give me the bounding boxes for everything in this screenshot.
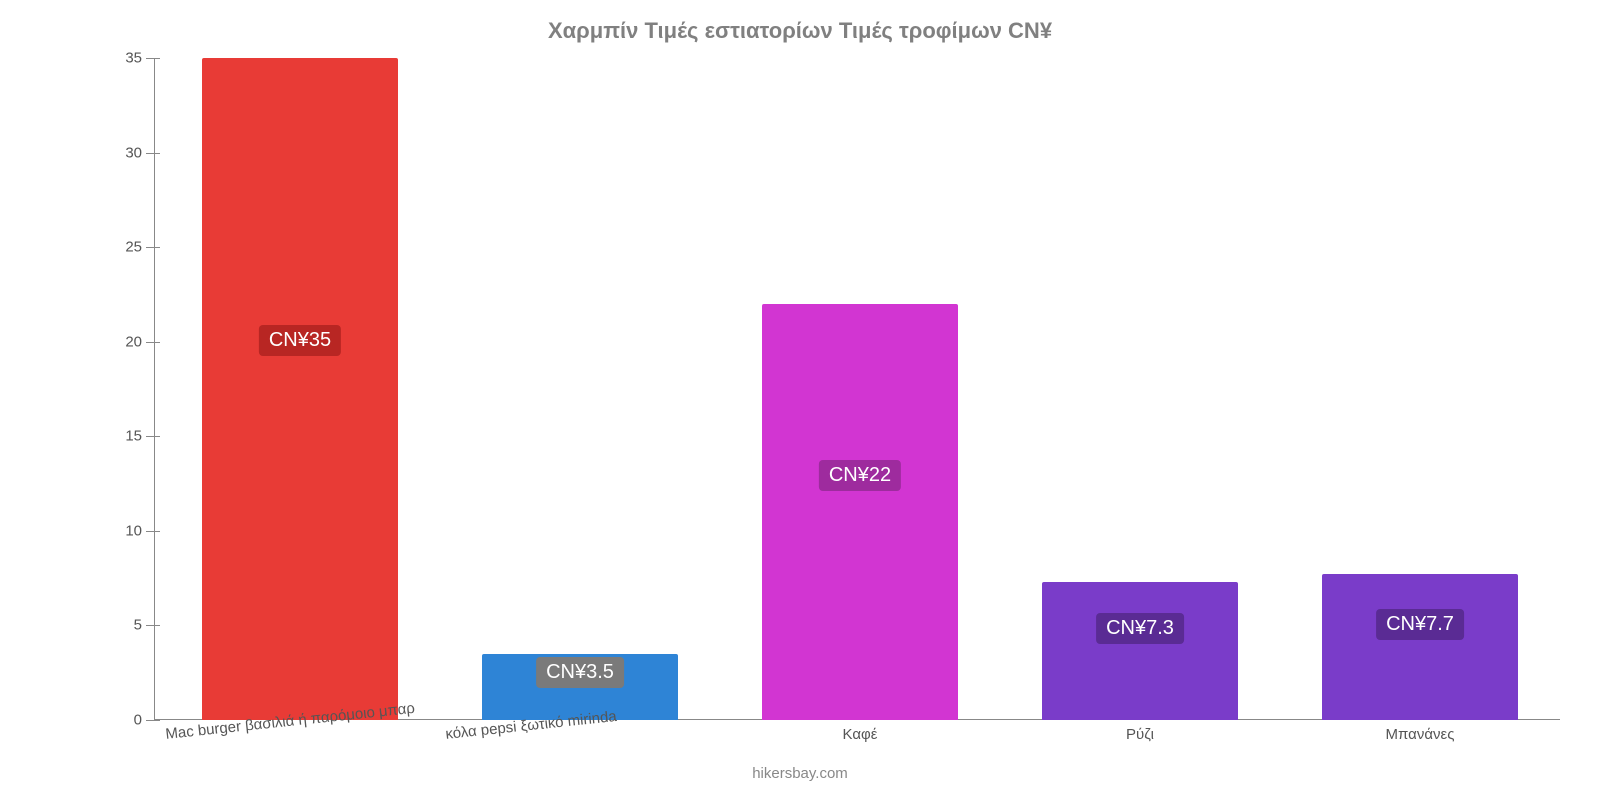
chart-container: Χαρμπίν Τιμές εστιατορίων Τιμές τροφίμων…: [0, 0, 1600, 800]
bar-slot: CN¥3.5κόλα pepsi ξωτικό mirinda: [440, 58, 720, 720]
y-tick-label: 10: [92, 522, 142, 539]
y-tick-label: 0: [92, 712, 142, 729]
y-tick-label: 20: [92, 333, 142, 350]
y-tick-label: 25: [92, 239, 142, 256]
bar-slot: CN¥7.3Ρύζι: [1000, 58, 1280, 720]
y-tick-label: 5: [92, 617, 142, 634]
y-tick-mark: [146, 153, 160, 154]
y-tick-mark: [146, 58, 160, 59]
chart-title: Χαρμπίν Τιμές εστιατορίων Τιμές τροφίμων…: [0, 18, 1600, 44]
bars-group: CN¥35Mac burger βασιλιά ή παρόμοιο μπαρC…: [160, 58, 1560, 720]
x-tick-label: Καφέ: [730, 720, 990, 743]
bar: [762, 304, 958, 720]
y-tick-label: 30: [92, 144, 142, 161]
bar-value-label: CN¥7.7: [1376, 609, 1464, 640]
bar-value-label: CN¥35: [259, 325, 341, 356]
bar-slot: CN¥22Καφέ: [720, 58, 1000, 720]
bar: [1322, 574, 1518, 720]
plot-area: 05101520253035 CN¥35Mac burger βασιλιά ή…: [160, 58, 1560, 720]
bar-value-label: CN¥3.5: [536, 657, 624, 688]
y-tick-mark: [146, 531, 160, 532]
x-tick-label: Ρύζι: [1010, 720, 1270, 743]
y-tick-label: 35: [92, 50, 142, 67]
y-axis-line: [154, 58, 155, 720]
x-tick-label: Μπανάνες: [1290, 720, 1550, 743]
y-tick-mark: [146, 342, 160, 343]
bar-slot: CN¥35Mac burger βασιλιά ή παρόμοιο μπαρ: [160, 58, 440, 720]
y-tick-mark: [146, 720, 160, 721]
y-tick-label: 15: [92, 428, 142, 445]
y-tick-mark: [146, 247, 160, 248]
bar-slot: CN¥7.7Μπανάνες: [1280, 58, 1560, 720]
bar: [202, 58, 398, 720]
bar-value-label: CN¥22: [819, 460, 901, 491]
bar-value-label: CN¥7.3: [1096, 613, 1184, 644]
bar: [1042, 582, 1238, 720]
credit-text: hikersbay.com: [0, 765, 1600, 782]
y-tick-mark: [146, 436, 160, 437]
y-tick-mark: [146, 625, 160, 626]
